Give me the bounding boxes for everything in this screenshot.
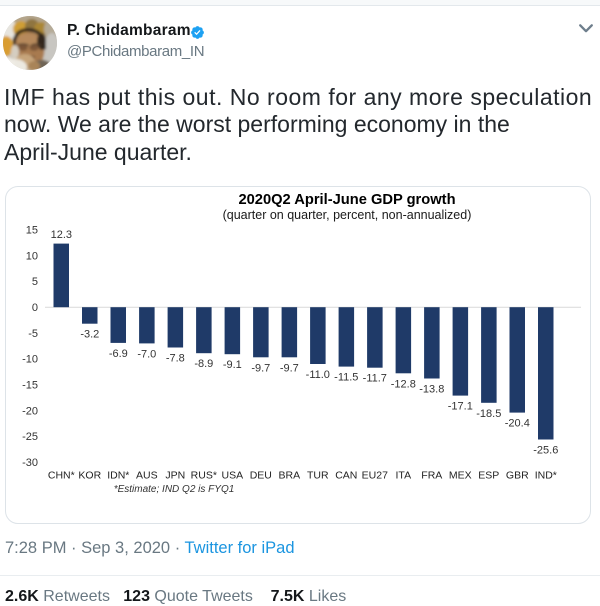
svg-text:-7.0: -7.0	[137, 348, 156, 360]
svg-text:-9.1: -9.1	[223, 359, 242, 371]
svg-text:ITA: ITA	[396, 469, 412, 481]
svg-text:JPN: JPN	[165, 469, 185, 481]
svg-text:EU27: EU27	[362, 469, 388, 481]
svg-text:FRA: FRA	[421, 469, 442, 481]
svg-text:-9.7: -9.7	[280, 362, 299, 374]
svg-text:RUS*: RUS*	[191, 469, 217, 481]
svg-text:USA: USA	[222, 469, 244, 481]
svg-text:-11.7: -11.7	[363, 372, 387, 384]
svg-text:12.3: 12.3	[51, 228, 72, 240]
svg-text:-7.8: -7.8	[166, 352, 185, 364]
svg-text:-6.9: -6.9	[109, 347, 128, 359]
svg-text:10: 10	[26, 250, 38, 262]
svg-text:-30: -30	[22, 457, 38, 469]
svg-text:5: 5	[32, 276, 38, 288]
svg-text:TUR: TUR	[307, 469, 329, 481]
svg-text:CHN*: CHN*	[48, 469, 75, 481]
svg-text:-12.8: -12.8	[391, 378, 416, 390]
svg-text:ESP: ESP	[478, 469, 499, 481]
svg-text:-11.0: -11.0	[306, 369, 330, 381]
svg-text:-3.2: -3.2	[80, 328, 99, 340]
svg-text:-15: -15	[22, 379, 38, 391]
svg-text:0: 0	[32, 302, 38, 314]
svg-text:-9.7: -9.7	[251, 362, 270, 374]
svg-text:BRA: BRA	[279, 469, 301, 481]
svg-text:GBR: GBR	[506, 469, 529, 481]
svg-text:-25: -25	[22, 431, 38, 443]
svg-text:IND*: IND*	[535, 469, 557, 481]
svg-text:-13.8: -13.8	[419, 383, 444, 395]
svg-text:CAN: CAN	[335, 469, 357, 481]
svg-text:MEX: MEX	[449, 469, 472, 481]
svg-text:-10: -10	[22, 353, 38, 365]
svg-text:DEU: DEU	[250, 469, 272, 481]
svg-text:-8.9: -8.9	[194, 358, 213, 370]
svg-text:IDN*: IDN*	[107, 469, 129, 481]
svg-text:-17.1: -17.1	[448, 400, 473, 412]
svg-text:AUS: AUS	[136, 469, 158, 481]
svg-text:-20.4: -20.4	[505, 417, 530, 429]
svg-text:-11.5: -11.5	[334, 371, 358, 383]
svg-text:KOR: KOR	[78, 469, 101, 481]
svg-text:-20: -20	[22, 405, 38, 417]
svg-text:*Estimate; IND Q2 is FYQ1: *Estimate; IND Q2 is FYQ1	[114, 484, 235, 495]
svg-text:15: 15	[26, 224, 38, 236]
svg-text:-18.5: -18.5	[476, 407, 501, 419]
svg-text:-25.6: -25.6	[533, 444, 558, 456]
svg-text:-5: -5	[28, 327, 38, 339]
